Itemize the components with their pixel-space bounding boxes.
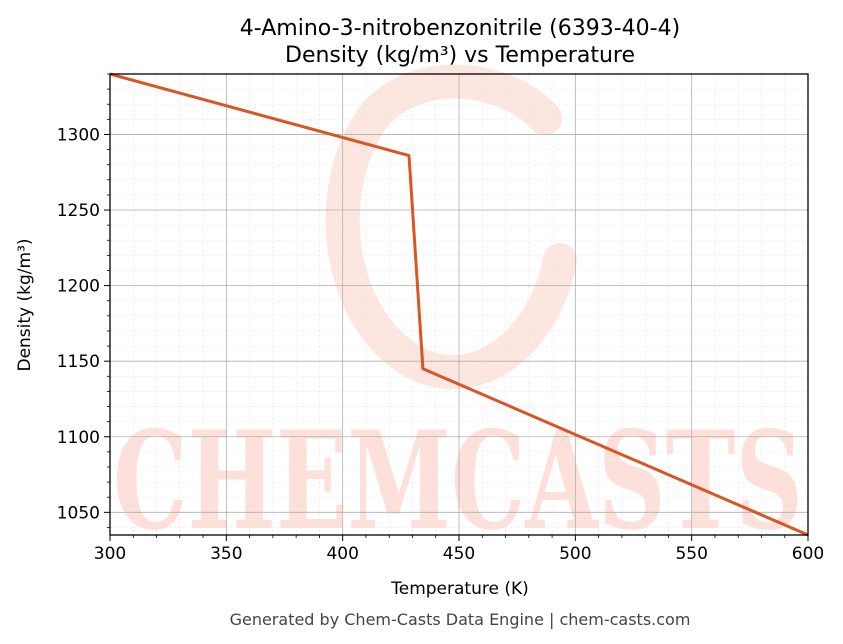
series-layer — [109, 72, 809, 537]
y-tick-label: 1050 — [57, 503, 100, 523]
chart-title: 4-Amino-3-nitrobenzonitrile (6393-40-4) — [240, 16, 680, 41]
y-tick-label: 1200 — [57, 277, 100, 297]
y-axis: 1050 1100 1150 1200 1250 1300 — [57, 73, 110, 528]
y-tick-label: 1250 — [57, 201, 100, 221]
x-axis: 300 350 400 450 500 550 600 — [94, 535, 824, 564]
watermark-text: CHEMCASTS — [113, 401, 803, 560]
x-axis-label: Temperature (K) — [390, 579, 529, 599]
x-tick-label: 450 — [443, 544, 475, 564]
x-tick-label: 350 — [210, 544, 242, 564]
footer-credit: Generated by Chem-Casts Data Engine | ch… — [230, 610, 691, 629]
y-tick-label: 1150 — [57, 352, 100, 372]
y-tick-label: 1300 — [57, 125, 100, 145]
chart-subtitle: Density (kg/m³) vs Temperature — [285, 43, 635, 68]
x-tick-label: 500 — [559, 544, 591, 564]
chemcasts-watermark: CHEMCASTS — [113, 64, 803, 560]
series-line-0 — [109, 72, 809, 537]
x-tick-label: 300 — [94, 544, 126, 564]
y-tick-label: 1100 — [57, 428, 100, 448]
y-axis-label: Density (kg/m³) — [15, 238, 35, 371]
x-tick-label: 600 — [792, 544, 824, 564]
x-tick-label: 550 — [675, 544, 707, 564]
x-tick-label: 400 — [326, 544, 358, 564]
